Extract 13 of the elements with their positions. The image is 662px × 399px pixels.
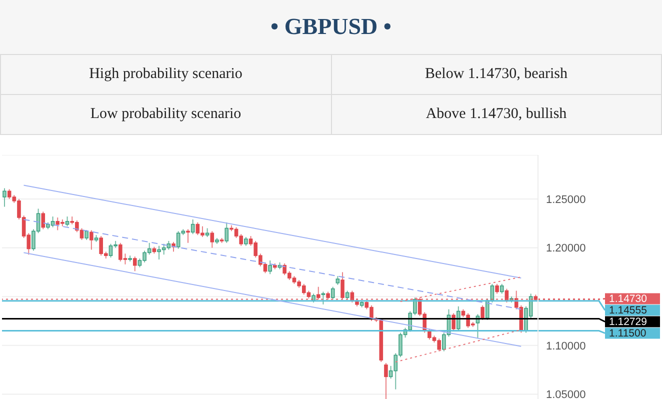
y-tick-label: 1.10000	[546, 340, 586, 352]
text: Above 1.14730, bullish	[331, 94, 662, 134]
y-tick-label: 1.20000	[546, 242, 586, 255]
ref-line-label: 1.11500	[609, 328, 646, 340]
ref-line-label: 1.14730	[609, 293, 648, 306]
chart-title: • GBPUSD •	[0, 0, 662, 54]
ref-line-label: 1.14555	[609, 304, 648, 317]
text: High probability scenario	[0, 54, 331, 94]
text: Below 1.14730, bearish	[331, 54, 662, 94]
text: Low probability scenario	[0, 94, 331, 134]
y-tick-label: 1.25000	[546, 194, 586, 206]
y-tick-label: 1.05000	[546, 389, 586, 399]
ref-line-label: 1.12729	[609, 316, 648, 328]
